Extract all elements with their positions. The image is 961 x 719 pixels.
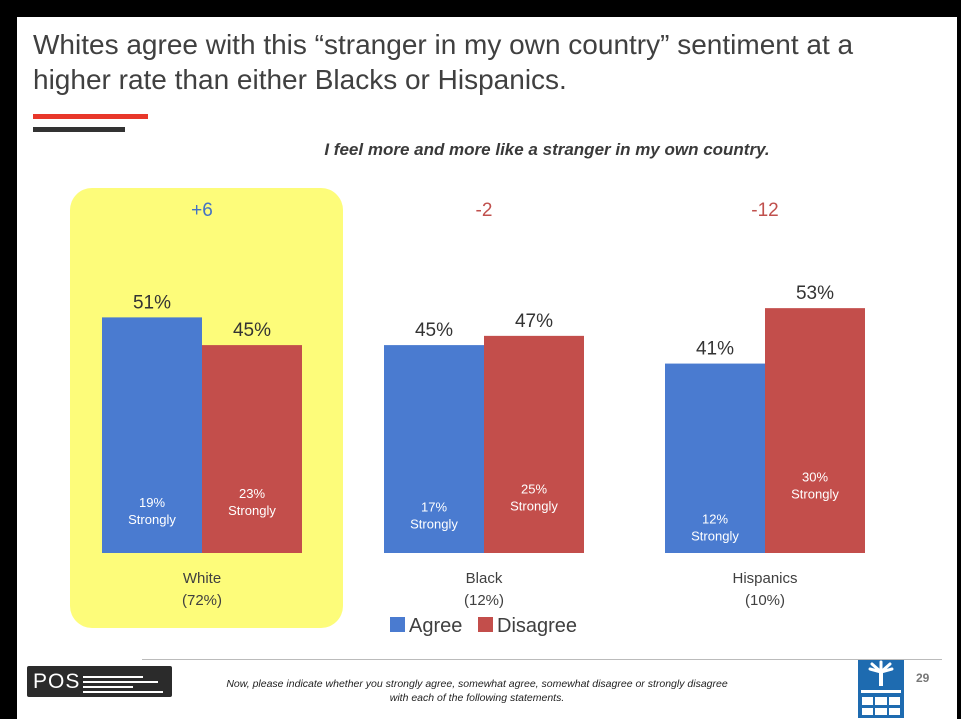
bar-chart: 51% 19% Strongly 45% 23% Strongly +6 White (72%)… xyxy=(102,200,865,637)
pos-logo: POS xyxy=(27,666,172,697)
net-difference-label: -2 xyxy=(476,200,493,221)
title-accent-black xyxy=(33,127,125,132)
page-number: 29 xyxy=(916,671,930,685)
footer-divider xyxy=(142,659,942,660)
strongly-text-label: Strongly xyxy=(691,528,739,543)
data-label: 47% xyxy=(515,311,553,332)
bar-disagree xyxy=(484,335,584,553)
category-label: Black xyxy=(466,570,503,587)
strongly-text-label: Strongly xyxy=(791,487,839,502)
legend-label-disagree: Disagree xyxy=(497,615,577,637)
bar-disagree xyxy=(765,308,865,553)
bar-agree xyxy=(102,317,202,553)
data-label: 53% xyxy=(796,283,834,304)
legend-swatch-disagree xyxy=(478,617,493,632)
data-label: 51% xyxy=(133,292,171,313)
footnote: Now, please indicate whether you strongl… xyxy=(226,678,728,704)
strongly-text-label: Strongly xyxy=(510,498,558,513)
data-label: 45% xyxy=(233,320,271,341)
title-accent-red xyxy=(33,114,148,119)
bar-agree xyxy=(384,345,484,553)
page-title: Whites agree with this “stranger in my o… xyxy=(33,29,854,95)
strongly-value-label: 19% xyxy=(139,495,165,510)
logo-line xyxy=(83,686,133,688)
strongly-text-label: Strongly xyxy=(410,517,458,532)
slide: Whites agree with this “stranger in my o… xyxy=(17,17,957,719)
category-share-label: (72%) xyxy=(182,592,222,609)
logo-line xyxy=(83,676,143,678)
logo-line xyxy=(83,681,158,683)
bar-disagree xyxy=(202,345,302,553)
strongly-value-label: 23% xyxy=(239,486,265,501)
strongly-value-label: 12% xyxy=(702,511,728,526)
legend-swatch-agree xyxy=(390,617,405,632)
strongly-text-label: Strongly xyxy=(128,512,176,527)
legend-label-agree: Agree xyxy=(409,615,462,637)
category-label: Hispanics xyxy=(732,570,797,587)
data-label: 45% xyxy=(415,320,453,341)
palmetto-emblem-icon xyxy=(858,660,904,718)
category-label: White xyxy=(183,570,221,587)
strongly-value-label: 25% xyxy=(521,481,547,496)
strongly-text-label: Strongly xyxy=(228,503,276,518)
chart-subtitle: I feel more and more like a stranger in … xyxy=(324,140,770,159)
data-label: 41% xyxy=(696,339,734,360)
bar-agree xyxy=(665,363,765,553)
logo-text: POS xyxy=(33,670,81,693)
category-share-label: (10%) xyxy=(745,592,785,609)
category-share-label: (12%) xyxy=(464,592,504,609)
logo-line xyxy=(83,691,163,693)
net-difference-label: -12 xyxy=(751,200,778,221)
net-difference-label: +6 xyxy=(191,200,213,221)
strongly-value-label: 17% xyxy=(421,500,447,515)
strongly-value-label: 30% xyxy=(802,470,828,485)
